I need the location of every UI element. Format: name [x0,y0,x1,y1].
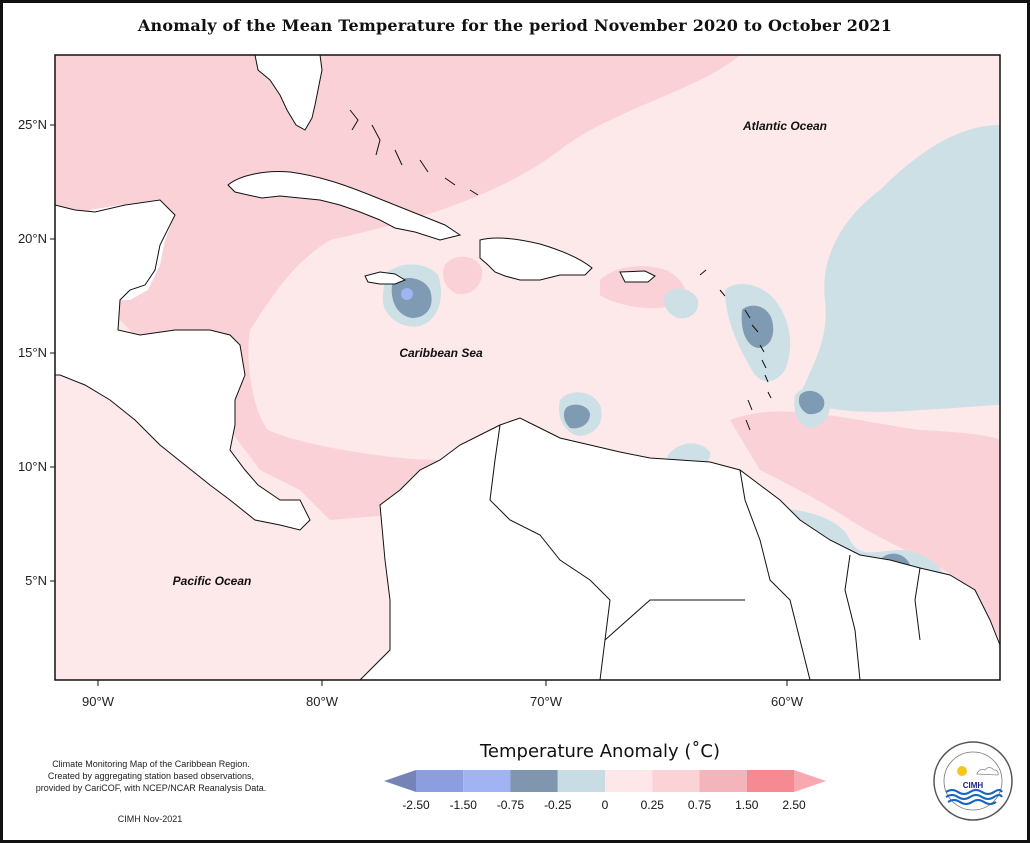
anomaly-region-cold-dominica [741,305,774,348]
land-jamaica [365,272,405,284]
land-hispaniola [480,237,592,280]
coast-south-america [359,417,1000,680]
legend-swatch [699,770,747,792]
credit-line: Created by aggregating station based obs… [47,771,255,781]
legend-swatch [384,770,416,792]
lon-axis: 90°W 80°W 70°W 60°W [82,680,804,709]
lon-tick-label: 90°W [82,694,115,709]
anomaly-region-warm-haiti [443,256,483,295]
map-title: Anomaly of the Mean Temperature for the … [137,16,893,35]
legend-swatch [557,770,605,792]
legend-swatch [605,770,653,792]
lat-tick-label: 15°N [18,345,47,360]
lat-tick-label: 20°N [18,231,47,246]
legend-swatch [416,770,464,792]
legend-swatch [794,770,826,792]
logo-name: CIMH [963,781,984,790]
pacific-ocean-label: Pacific Ocean [173,574,252,588]
land-cuba [228,171,460,240]
credit-date: CIMH Nov-2021 [117,814,183,824]
map-field [55,55,1000,680]
legend-tick-label: 2.50 [782,798,806,812]
legend-tick-label: 0 [602,798,609,812]
caribbean-sea-label: Caribbean Sea [399,346,483,360]
border-colombia-venezuela [489,424,611,680]
anomaly-region-cool-atlantic [800,125,1000,412]
lat-axis: 25°N 20°N 15°N 10°N 5°N [18,117,55,588]
cloud-icon [976,767,999,776]
legend-swatch [510,770,558,792]
border-guyana-suriname [844,554,861,680]
coast-hispaniola [479,237,593,281]
border-suriname-guiana [914,567,921,641]
coast-lesser-antilles [699,269,772,431]
lat-tick-label: 25°N [18,117,47,132]
lon-tick-label: 80°W [306,694,339,709]
lon-tick-label: 70°W [530,694,563,709]
border-venezuela-guyana [739,469,811,680]
atlantic-ocean-label: Atlantic Ocean [742,119,827,133]
coast-puerto-rico [619,270,656,283]
legend-swatch [463,770,511,792]
legend-swatch [746,770,794,792]
legend-tick-label: 1.50 [735,798,759,812]
land-south-america [55,418,1000,680]
anomaly-region-coldest-jamaica [401,288,413,300]
lon-tick-label: 60°W [771,694,804,709]
legend-title: Temperature Anomaly (˚C) [479,741,721,762]
map-border [54,54,1001,681]
coast-cuba [227,171,462,241]
legend-tick-label: -0.75 [497,798,525,812]
coast-jamaica [364,271,407,285]
map-credit: Climate Monitoring Map of the Caribbean … [22,758,280,794]
land-puerto-rico [620,271,655,282]
coast-florida [254,55,323,131]
anomaly-region-warm-atlantic [730,411,1000,640]
lat-tick-label: 5°N [25,573,47,588]
legend-ticks: -2.50 -1.50 -0.75 -0.25 0 0.25 0.75 1.50 2.50 [402,798,806,812]
sun-icon [957,766,967,776]
legend-bar [384,770,826,792]
anomaly-region-warm-puerto-rico [600,266,685,309]
border-brazil-north [604,599,745,641]
coastlines [55,55,1000,680]
legend-tick-label: 0.75 [688,798,712,812]
cimh-logo: CIMH [933,741,1013,821]
anomaly-region-cold-jamaica [391,278,432,318]
credit-line: Climate Monitoring Map of the Caribbean … [52,759,250,769]
legend-tick-label: -0.25 [544,798,572,812]
land-florida [255,55,322,130]
legend-tick-label: 0.25 [641,798,665,812]
legend-swatch [652,770,700,792]
anomaly-region-cool-anegada [664,288,699,319]
credit-line: provided by CariCOF, with NCEP/NCAR Rean… [35,783,267,793]
anomaly-region-cold-barbados [798,390,825,415]
legend-tick-label: -2.50 [402,798,430,812]
coast-central-america [55,199,311,531]
coast-bahamas [349,109,479,196]
land-yucatan [88,200,175,300]
legend-tick-label: -1.50 [450,798,478,812]
anomaly-region-cold-curacao [563,404,590,429]
lat-tick-label: 10°N [18,459,47,474]
